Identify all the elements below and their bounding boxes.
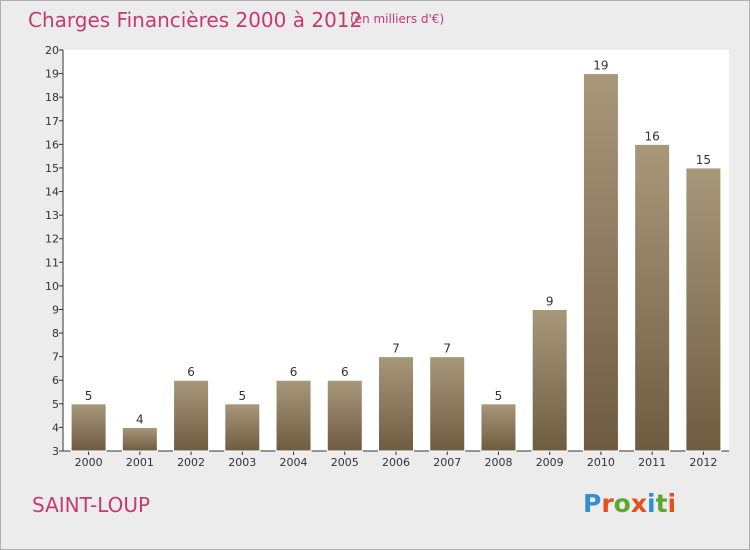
- data-label-2004: 6: [290, 365, 298, 379]
- y-tick-label: 17: [45, 115, 59, 128]
- y-tick-label: 4: [52, 421, 59, 434]
- logo-letter: i: [667, 489, 677, 518]
- bar-2012: [685, 167, 722, 452]
- logo-letter: t: [655, 489, 668, 518]
- x-tick-label-2006: 2006: [382, 456, 410, 469]
- logo-letter: x: [630, 489, 647, 518]
- y-tick-label: 19: [45, 68, 59, 81]
- bar-2007: [429, 356, 466, 452]
- logo-letter: i: [647, 489, 656, 518]
- x-tick-label-2007: 2007: [433, 456, 461, 469]
- bar-2003: [224, 403, 261, 452]
- y-tick-label: 8: [52, 327, 59, 340]
- bar-2001: [121, 426, 158, 452]
- data-label-2011: 16: [645, 129, 660, 143]
- data-label-2008: 5: [495, 389, 503, 403]
- x-tick-label-2000: 2000: [75, 456, 103, 469]
- data-label-2012: 15: [696, 153, 711, 167]
- commune-name: SAINT-LOUP: [32, 493, 151, 517]
- data-label-2002: 6: [187, 365, 195, 379]
- data-label-2005: 6: [341, 365, 349, 379]
- y-tick-label: 16: [45, 138, 59, 151]
- x-tick-label-2012: 2012: [689, 456, 717, 469]
- logo-letter: P: [583, 489, 602, 518]
- y-tick-label: 14: [45, 186, 59, 199]
- bar-2011: [634, 143, 671, 452]
- chart-unit: (en milliers d'€): [350, 12, 445, 26]
- bar-2005: [326, 379, 363, 452]
- data-label-2000: 5: [85, 389, 93, 403]
- y-tick-label: 11: [45, 256, 59, 269]
- y-tick-label: 9: [52, 303, 59, 316]
- logo-letter: o: [613, 489, 631, 518]
- y-axis: 3 4 5 6 7 8 9 10 11 12 13 14 15 16 17 18 19 20: [45, 44, 64, 458]
- logo-letter: r: [601, 489, 614, 518]
- data-label-2001: 4: [136, 412, 144, 426]
- proxiti-logo: Proxiti: [583, 489, 676, 518]
- x-tick-label-2001: 2001: [126, 456, 154, 469]
- x-tick-label-2010: 2010: [587, 456, 615, 469]
- data-label-2003: 5: [238, 389, 246, 403]
- y-tick-label: 13: [45, 209, 59, 222]
- x-tick-label-2002: 2002: [177, 456, 205, 469]
- data-label-2009: 9: [546, 294, 554, 308]
- y-tick-label: 20: [45, 44, 59, 57]
- x-tick-label-2005: 2005: [331, 456, 359, 469]
- x-tick-label-2009: 2009: [536, 456, 564, 469]
- x-tick-label-2003: 2003: [228, 456, 256, 469]
- y-tick-label: 15: [45, 162, 59, 175]
- bar-2010: [582, 73, 619, 452]
- y-tick-label: 5: [52, 398, 59, 411]
- data-label-2010: 19: [593, 59, 608, 73]
- y-tick-label: 18: [45, 91, 59, 104]
- y-tick-label: 12: [45, 233, 59, 246]
- bar-2006: [378, 356, 414, 452]
- x-tick-label-2011: 2011: [638, 456, 666, 469]
- x-tick-label-2008: 2008: [484, 456, 512, 469]
- x-tick-label-2004: 2004: [280, 456, 308, 469]
- y-tick-label: 6: [52, 374, 59, 387]
- chart-title: Charges Financières 2000 à 2012: [28, 8, 363, 32]
- bar-2002: [173, 379, 210, 452]
- bar-2009: [531, 308, 568, 452]
- x-axis: 2000 2001 2002 2003 2004 2005 2006 2007 2008 2009…: [63, 450, 729, 469]
- bar-2000: [70, 403, 107, 452]
- bar-2004: [275, 379, 312, 452]
- data-label-2007: 7: [443, 342, 451, 356]
- y-tick-label: 3: [52, 445, 59, 458]
- y-tick-label: 10: [45, 280, 59, 293]
- data-label-2006: 7: [392, 342, 400, 356]
- bar-2008: [480, 403, 517, 452]
- y-tick-label: 7: [52, 351, 59, 364]
- bars: 5 4 6 5 6 6 7 7 5 9 19 16 15: [70, 59, 722, 452]
